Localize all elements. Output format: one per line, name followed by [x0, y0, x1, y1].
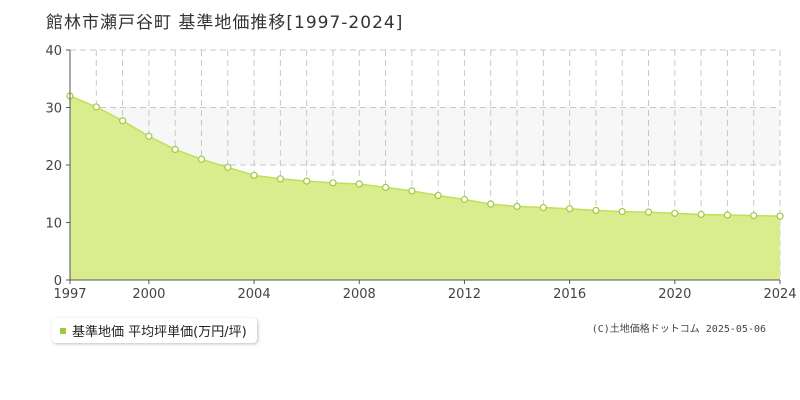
series-area	[70, 96, 780, 280]
x-tick-label: 2016	[553, 287, 586, 302]
y-tick-label: 0	[54, 274, 62, 289]
data-point	[487, 200, 495, 208]
data-point	[250, 171, 258, 179]
data-point	[592, 206, 600, 215]
data-point	[697, 210, 705, 219]
legend-label: 基準地価 平均坪単価(万円/坪)	[72, 325, 247, 340]
legend-swatch	[60, 327, 66, 334]
chart-legend: 基準地価 平均坪単価(万円/坪)	[52, 318, 257, 343]
data-point	[171, 145, 179, 154]
y-tick-label: 40	[45, 44, 62, 59]
y-tick-label: 10	[45, 217, 62, 232]
data-point	[539, 203, 547, 212]
data-point	[118, 117, 127, 125]
data-point	[671, 209, 679, 217]
copyright-text: (C)土地価格ドットコム 2025-05-06	[591, 324, 766, 335]
data-point	[434, 191, 442, 200]
data-point	[644, 208, 653, 216]
x-tick-label: 2012	[448, 287, 481, 302]
y-tick-label: 20	[45, 159, 62, 174]
data-point	[408, 187, 416, 195]
data-point	[145, 132, 153, 140]
x-tick-label: 1997	[53, 287, 86, 302]
series-line	[69, 95, 781, 217]
chart-title: 館林市瀬戸谷町 基準地価推移[1997-2024]	[46, 13, 404, 33]
data-point	[776, 212, 784, 220]
x-tick-label: 2000	[132, 287, 165, 302]
data-point	[276, 175, 284, 183]
data-point	[566, 205, 574, 213]
x-tick-label: 2024	[763, 287, 796, 302]
data-point	[381, 183, 390, 192]
x-tick-label: 2020	[658, 287, 691, 302]
data-point	[197, 155, 206, 163]
data-point	[750, 212, 758, 220]
data-point	[723, 211, 732, 219]
data-point	[224, 163, 232, 171]
x-tick-label: 2008	[343, 287, 376, 302]
data-point	[303, 177, 311, 185]
data-point	[460, 195, 469, 204]
data-point	[355, 180, 363, 188]
data-point	[92, 103, 100, 111]
data-point	[618, 207, 626, 216]
x-tick-label: 2004	[238, 287, 271, 302]
data-point	[513, 202, 521, 210]
data-point	[329, 179, 337, 187]
y-tick-label: 30	[45, 102, 62, 117]
